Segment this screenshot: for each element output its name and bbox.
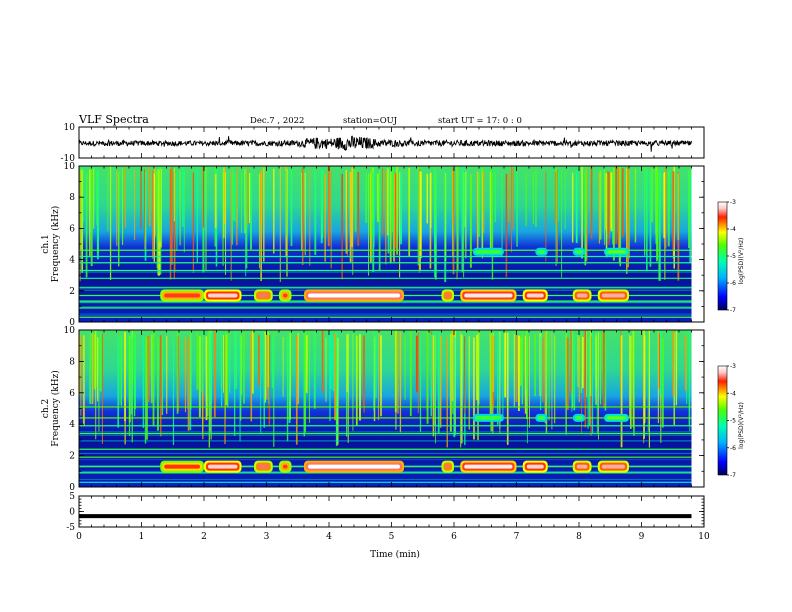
emission-segment: [526, 293, 544, 298]
emission-segment: [308, 293, 400, 298]
emission-segment: [576, 464, 588, 469]
emission-segment: [526, 464, 544, 469]
emission-segment: [258, 464, 269, 469]
emission-segment: [445, 293, 450, 298]
y-tick-label: 0: [69, 318, 75, 328]
date-label: Dec.7 , 2022: [250, 116, 304, 126]
y-tick-label: 2: [69, 287, 75, 297]
emission-segment: [608, 416, 625, 419]
colorbar: [717, 365, 728, 476]
y-tick-label: 0: [69, 483, 75, 493]
emission-segment: [283, 293, 288, 298]
figure-title: VLF Spectra: [78, 113, 149, 126]
colorbar-tick-label: -5: [730, 253, 736, 260]
emission-segment: [576, 293, 588, 298]
ch1-spectrogram-panel: 0 2 4 6 8 10 ch.1Frequency (kHz) -3 -4 -5 -6 -7 log(…: [41, 162, 745, 328]
colorbar: [717, 201, 728, 311]
emission-segment: [258, 293, 269, 298]
emission-segment: [476, 250, 500, 253]
emission-segment: [476, 416, 500, 419]
colorbar-tick-label: -6: [730, 445, 736, 452]
emission-segment: [283, 464, 288, 469]
y-tick-label: 10: [64, 162, 76, 172]
y-tick-label: 6: [69, 389, 75, 399]
y-tick-label: 5: [69, 492, 75, 502]
ch2-spectrogram-panel: 0 2 4 6 8 10 ch.2Frequency (kHz) -3 -4 -5 -6 -7 log(…: [41, 326, 745, 493]
spectrogram-empty: [691, 330, 704, 487]
spectrogram-empty: [691, 166, 704, 322]
emission-segment: [576, 250, 582, 253]
x-tick-label: 7: [514, 532, 520, 542]
y-tick-label: -5: [66, 523, 75, 533]
y-axis-label: ch.2Frequency (kHz): [41, 370, 61, 447]
station-label: station=OUJ: [343, 116, 398, 126]
colorbar-tick-label: -4: [730, 226, 736, 233]
y-tick-label: 6: [69, 224, 75, 234]
colorbar-tick-label: -3: [730, 199, 736, 206]
y-tick-label: 4: [69, 420, 75, 430]
x-tick-label: 2: [201, 532, 207, 542]
x-tick-label: 9: [639, 532, 645, 542]
y-tick-label: 4: [69, 256, 75, 266]
emission-segment: [464, 293, 513, 298]
emission-segment: [464, 464, 513, 469]
emission-segment: [164, 293, 200, 298]
colorbar-label: log(PSD)(V²/Hz): [738, 238, 745, 285]
x-tick-label: 8: [576, 532, 582, 542]
emission-segment: [608, 250, 625, 253]
y-tick-label: 10: [64, 123, 76, 133]
colorbar-tick-label: -4: [730, 390, 736, 397]
y-tick-label: 0: [69, 508, 75, 518]
y-tick-label: 10: [64, 326, 76, 336]
colorbar-tick-label: -7: [730, 472, 736, 479]
emission-segment: [208, 464, 238, 469]
ch1-waveform-panel: 10 -10: [61, 123, 705, 164]
emission-segment: [308, 464, 400, 469]
y-axis-label: ch.1Frequency (kHz): [41, 206, 61, 283]
x-tick-label: 0: [76, 532, 82, 542]
x-tick-label: 1: [139, 532, 145, 542]
colorbar-label: log(PSD)(V²/Hz): [738, 402, 745, 449]
colorbar-tick-label: -5: [730, 418, 736, 425]
y-tick-label: 8: [69, 193, 75, 203]
emission-segment: [539, 416, 544, 419]
emission-segment: [601, 293, 625, 298]
emission-segment: [445, 464, 450, 469]
x-axis-label: Time (min): [370, 549, 420, 560]
start-time-label: start UT = 17: 0 : 0: [438, 116, 522, 126]
colorbar-tick-label: -7: [730, 307, 736, 314]
emission-segment: [539, 250, 544, 253]
x-tick-label: 5: [389, 532, 395, 542]
x-tick-label: 6: [451, 532, 457, 542]
emission-segment: [576, 416, 582, 419]
colorbar-tick-label: -6: [730, 280, 736, 287]
emission-segment: [601, 464, 625, 469]
x-tick-label: 4: [326, 532, 332, 542]
x-tick-label: 3: [264, 532, 270, 542]
emission-segment: [208, 293, 238, 298]
x-tick-label: 10: [698, 532, 710, 542]
y-tick-label: -10: [61, 154, 76, 164]
colorbar-tick-label: -3: [730, 363, 736, 370]
emission-segment: [164, 464, 200, 469]
y-tick-label: 8: [69, 357, 75, 367]
time-axis: Time (min): [370, 549, 420, 560]
ch1-waveform-trace: [78, 135, 692, 152]
y-tick-label: 2: [69, 452, 75, 462]
